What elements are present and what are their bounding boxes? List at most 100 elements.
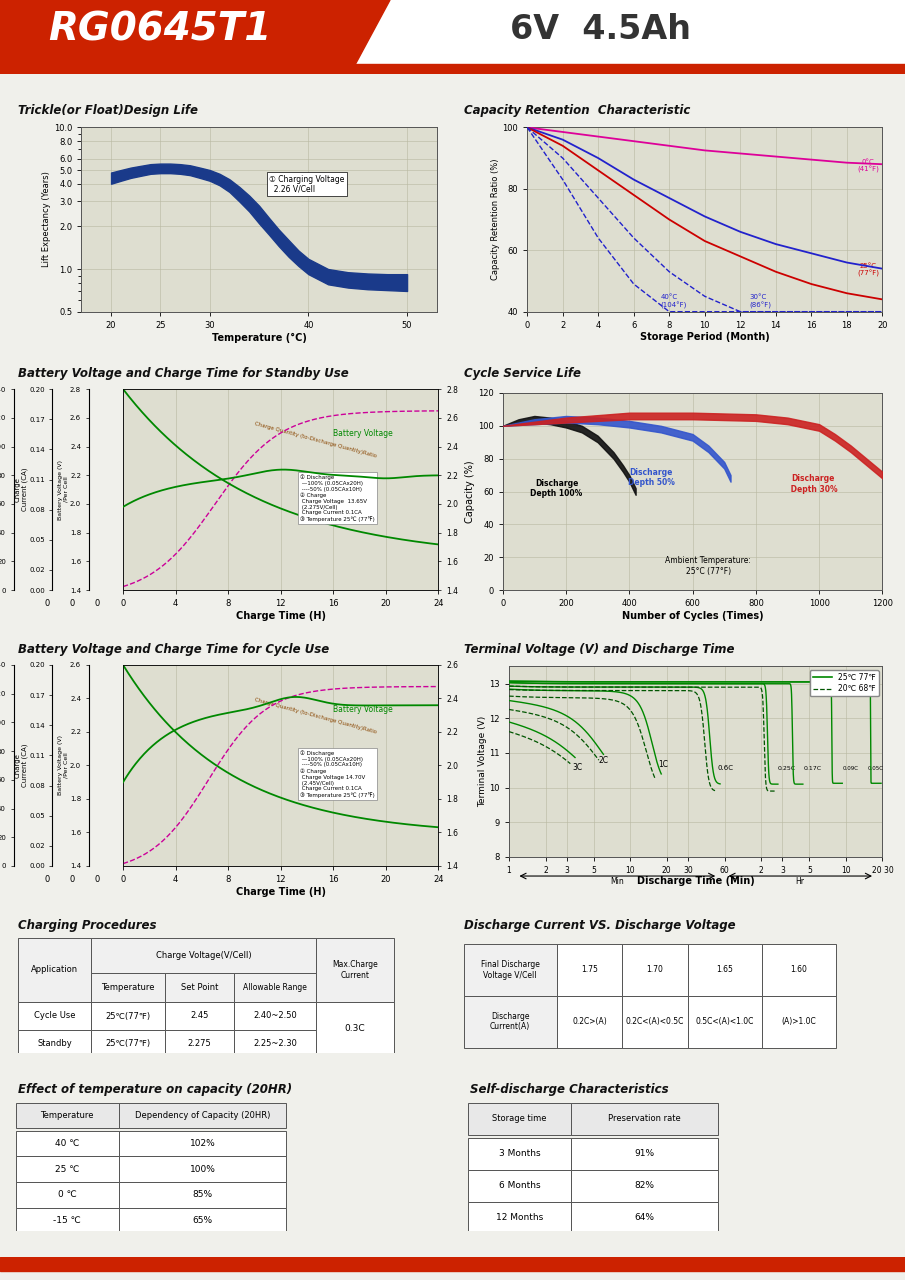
Bar — [91, 1001, 165, 1030]
Text: 0.25C: 0.25C — [778, 767, 796, 772]
Text: 91%: 91% — [634, 1149, 654, 1158]
Bar — [91, 973, 165, 1001]
Text: 82%: 82% — [634, 1181, 654, 1190]
Bar — [0, 64, 905, 74]
Text: 0.09C: 0.09C — [843, 767, 858, 772]
Text: 30°C
(86°F): 30°C (86°F) — [749, 294, 771, 308]
Text: Charging Procedures: Charging Procedures — [18, 919, 157, 932]
Text: Discharge Current VS. Discharge Voltage: Discharge Current VS. Discharge Voltage — [463, 919, 735, 932]
Text: Max.Charge
Current: Max.Charge Current — [332, 960, 378, 979]
Text: 100%: 100% — [189, 1165, 215, 1174]
Text: Discharge
Current(A): Discharge Current(A) — [490, 1012, 530, 1032]
Legend: 25℃ 77℉, 20℃ 68℉: 25℃ 77℉, 20℃ 68℉ — [810, 669, 879, 696]
Bar — [165, 973, 234, 1001]
Bar — [234, 1001, 316, 1030]
Text: 2.25~2.30: 2.25~2.30 — [253, 1039, 297, 1048]
Text: 40°C
(104°F): 40°C (104°F) — [661, 294, 687, 308]
Bar — [18, 1001, 91, 1030]
Bar — [165, 1001, 234, 1030]
Bar — [15, 1183, 119, 1208]
Text: 85%: 85% — [193, 1190, 213, 1199]
Text: ① Discharge
 —100% (0.05CAx20H)
 ----50% (0.05CAx10H)
② Charge
 Charge Voltage 1: ① Discharge —100% (0.05CAx20H) ----50% (… — [300, 750, 376, 797]
Text: Charge Voltage(V/Cell): Charge Voltage(V/Cell) — [156, 951, 252, 960]
Text: 0.6C: 0.6C — [717, 765, 733, 772]
Text: Battery Voltage and Charge Time for Standby Use: Battery Voltage and Charge Time for Stan… — [18, 367, 348, 380]
Text: Application: Application — [31, 965, 78, 974]
Bar — [234, 973, 316, 1001]
Bar — [165, 1030, 234, 1056]
Bar — [463, 996, 557, 1047]
Bar — [688, 945, 762, 996]
Text: Terminal Voltage (V) and Discharge Time: Terminal Voltage (V) and Discharge Time — [463, 643, 734, 657]
Bar — [15, 1208, 119, 1234]
Text: 64%: 64% — [634, 1213, 654, 1222]
Text: 2C: 2C — [599, 756, 609, 765]
Text: 3C: 3C — [572, 763, 582, 772]
Text: 2.40~2.50: 2.40~2.50 — [253, 1011, 297, 1020]
Text: 0 ℃: 0 ℃ — [58, 1190, 77, 1199]
Bar — [468, 1138, 571, 1170]
Text: Charge Quantity (to-Discharge Quantity)Ratio: Charge Quantity (to-Discharge Quantity)R… — [254, 421, 377, 460]
Text: Discharge
Depth 100%: Discharge Depth 100% — [530, 479, 583, 498]
Text: Final Discharge
Voltage V/Cell: Final Discharge Voltage V/Cell — [481, 960, 539, 979]
X-axis label: Charge Time (H): Charge Time (H) — [236, 611, 326, 621]
Y-axis label: Terminal Voltage (V): Terminal Voltage (V) — [478, 716, 487, 808]
Text: Preservation rate: Preservation rate — [608, 1114, 681, 1124]
Text: 102%: 102% — [190, 1139, 215, 1148]
Text: 25℃(77℉): 25℃(77℉) — [106, 1011, 150, 1020]
Bar — [119, 1183, 287, 1208]
Text: 0: 0 — [44, 599, 50, 608]
Text: Temperature: Temperature — [41, 1111, 94, 1120]
Text: -15 ℃: -15 ℃ — [53, 1216, 81, 1225]
Text: 1.70: 1.70 — [646, 965, 663, 974]
Y-axis label: Capacity Retention Ratio (%): Capacity Retention Ratio (%) — [491, 159, 500, 280]
Text: 1.75: 1.75 — [581, 965, 598, 974]
Text: 2.45: 2.45 — [190, 1011, 208, 1020]
Text: 6 Months: 6 Months — [499, 1181, 540, 1190]
Text: 0: 0 — [44, 876, 50, 884]
Text: Discharge
 Depth 30%: Discharge Depth 30% — [788, 474, 838, 494]
Text: Self-discharge Characteristics: Self-discharge Characteristics — [471, 1083, 669, 1097]
Bar — [622, 945, 688, 996]
Text: 0.3C: 0.3C — [345, 1024, 366, 1033]
Text: 1C: 1C — [658, 760, 668, 769]
Bar — [234, 1030, 316, 1056]
Bar — [571, 1202, 718, 1234]
Bar — [571, 1170, 718, 1202]
Text: Effect of temperature on capacity (20HR): Effect of temperature on capacity (20HR) — [18, 1083, 292, 1097]
Text: 2.275: 2.275 — [187, 1039, 211, 1048]
Text: 0.17C: 0.17C — [804, 767, 822, 772]
X-axis label: Temperature (°C): Temperature (°C) — [212, 333, 307, 343]
Text: Cycle Use: Cycle Use — [33, 1011, 75, 1020]
Bar — [15, 1102, 119, 1129]
Bar — [0, 1257, 905, 1271]
Text: Storage time: Storage time — [492, 1114, 547, 1124]
Bar — [91, 1030, 165, 1056]
Text: Cycle Service Life: Cycle Service Life — [463, 367, 581, 380]
Bar — [762, 945, 836, 996]
Text: Dependency of Capacity (20HR): Dependency of Capacity (20HR) — [135, 1111, 271, 1120]
Text: Battery Voltage: Battery Voltage — [333, 430, 393, 439]
Bar — [316, 938, 394, 1001]
X-axis label: Number of Cycles (Times): Number of Cycles (Times) — [622, 611, 763, 621]
Bar — [571, 1102, 718, 1134]
Bar — [557, 945, 622, 996]
Y-axis label: Capacity (%): Capacity (%) — [465, 461, 475, 522]
Text: 0: 0 — [95, 876, 100, 884]
Y-axis label: Battery Voltage (V)
/Per Cell: Battery Voltage (V) /Per Cell — [58, 460, 69, 520]
Text: 0: 0 — [95, 599, 100, 608]
Text: 0°C
(41°F): 0°C (41°F) — [857, 159, 879, 173]
Bar — [468, 1102, 571, 1134]
Bar — [119, 1132, 287, 1157]
Text: 0.5C<(A)<1.0C: 0.5C<(A)<1.0C — [696, 1018, 754, 1027]
Text: Trickle(or Float)Design Life: Trickle(or Float)Design Life — [18, 104, 198, 118]
Text: 25 ℃: 25 ℃ — [55, 1165, 80, 1174]
Text: 1.65: 1.65 — [717, 965, 733, 974]
Text: 40 ℃: 40 ℃ — [55, 1139, 80, 1148]
Bar — [316, 1001, 394, 1056]
Text: ① Discharge
 —100% (0.05CAx20H)
 ----50% (0.05CAx10H)
② Charge
 Charge Voltage  : ① Discharge —100% (0.05CAx20H) ----50% (… — [300, 475, 376, 522]
Text: 65%: 65% — [193, 1216, 213, 1225]
X-axis label: Discharge Time (Min): Discharge Time (Min) — [637, 877, 755, 886]
Bar — [119, 1208, 287, 1234]
Bar — [468, 1170, 571, 1202]
